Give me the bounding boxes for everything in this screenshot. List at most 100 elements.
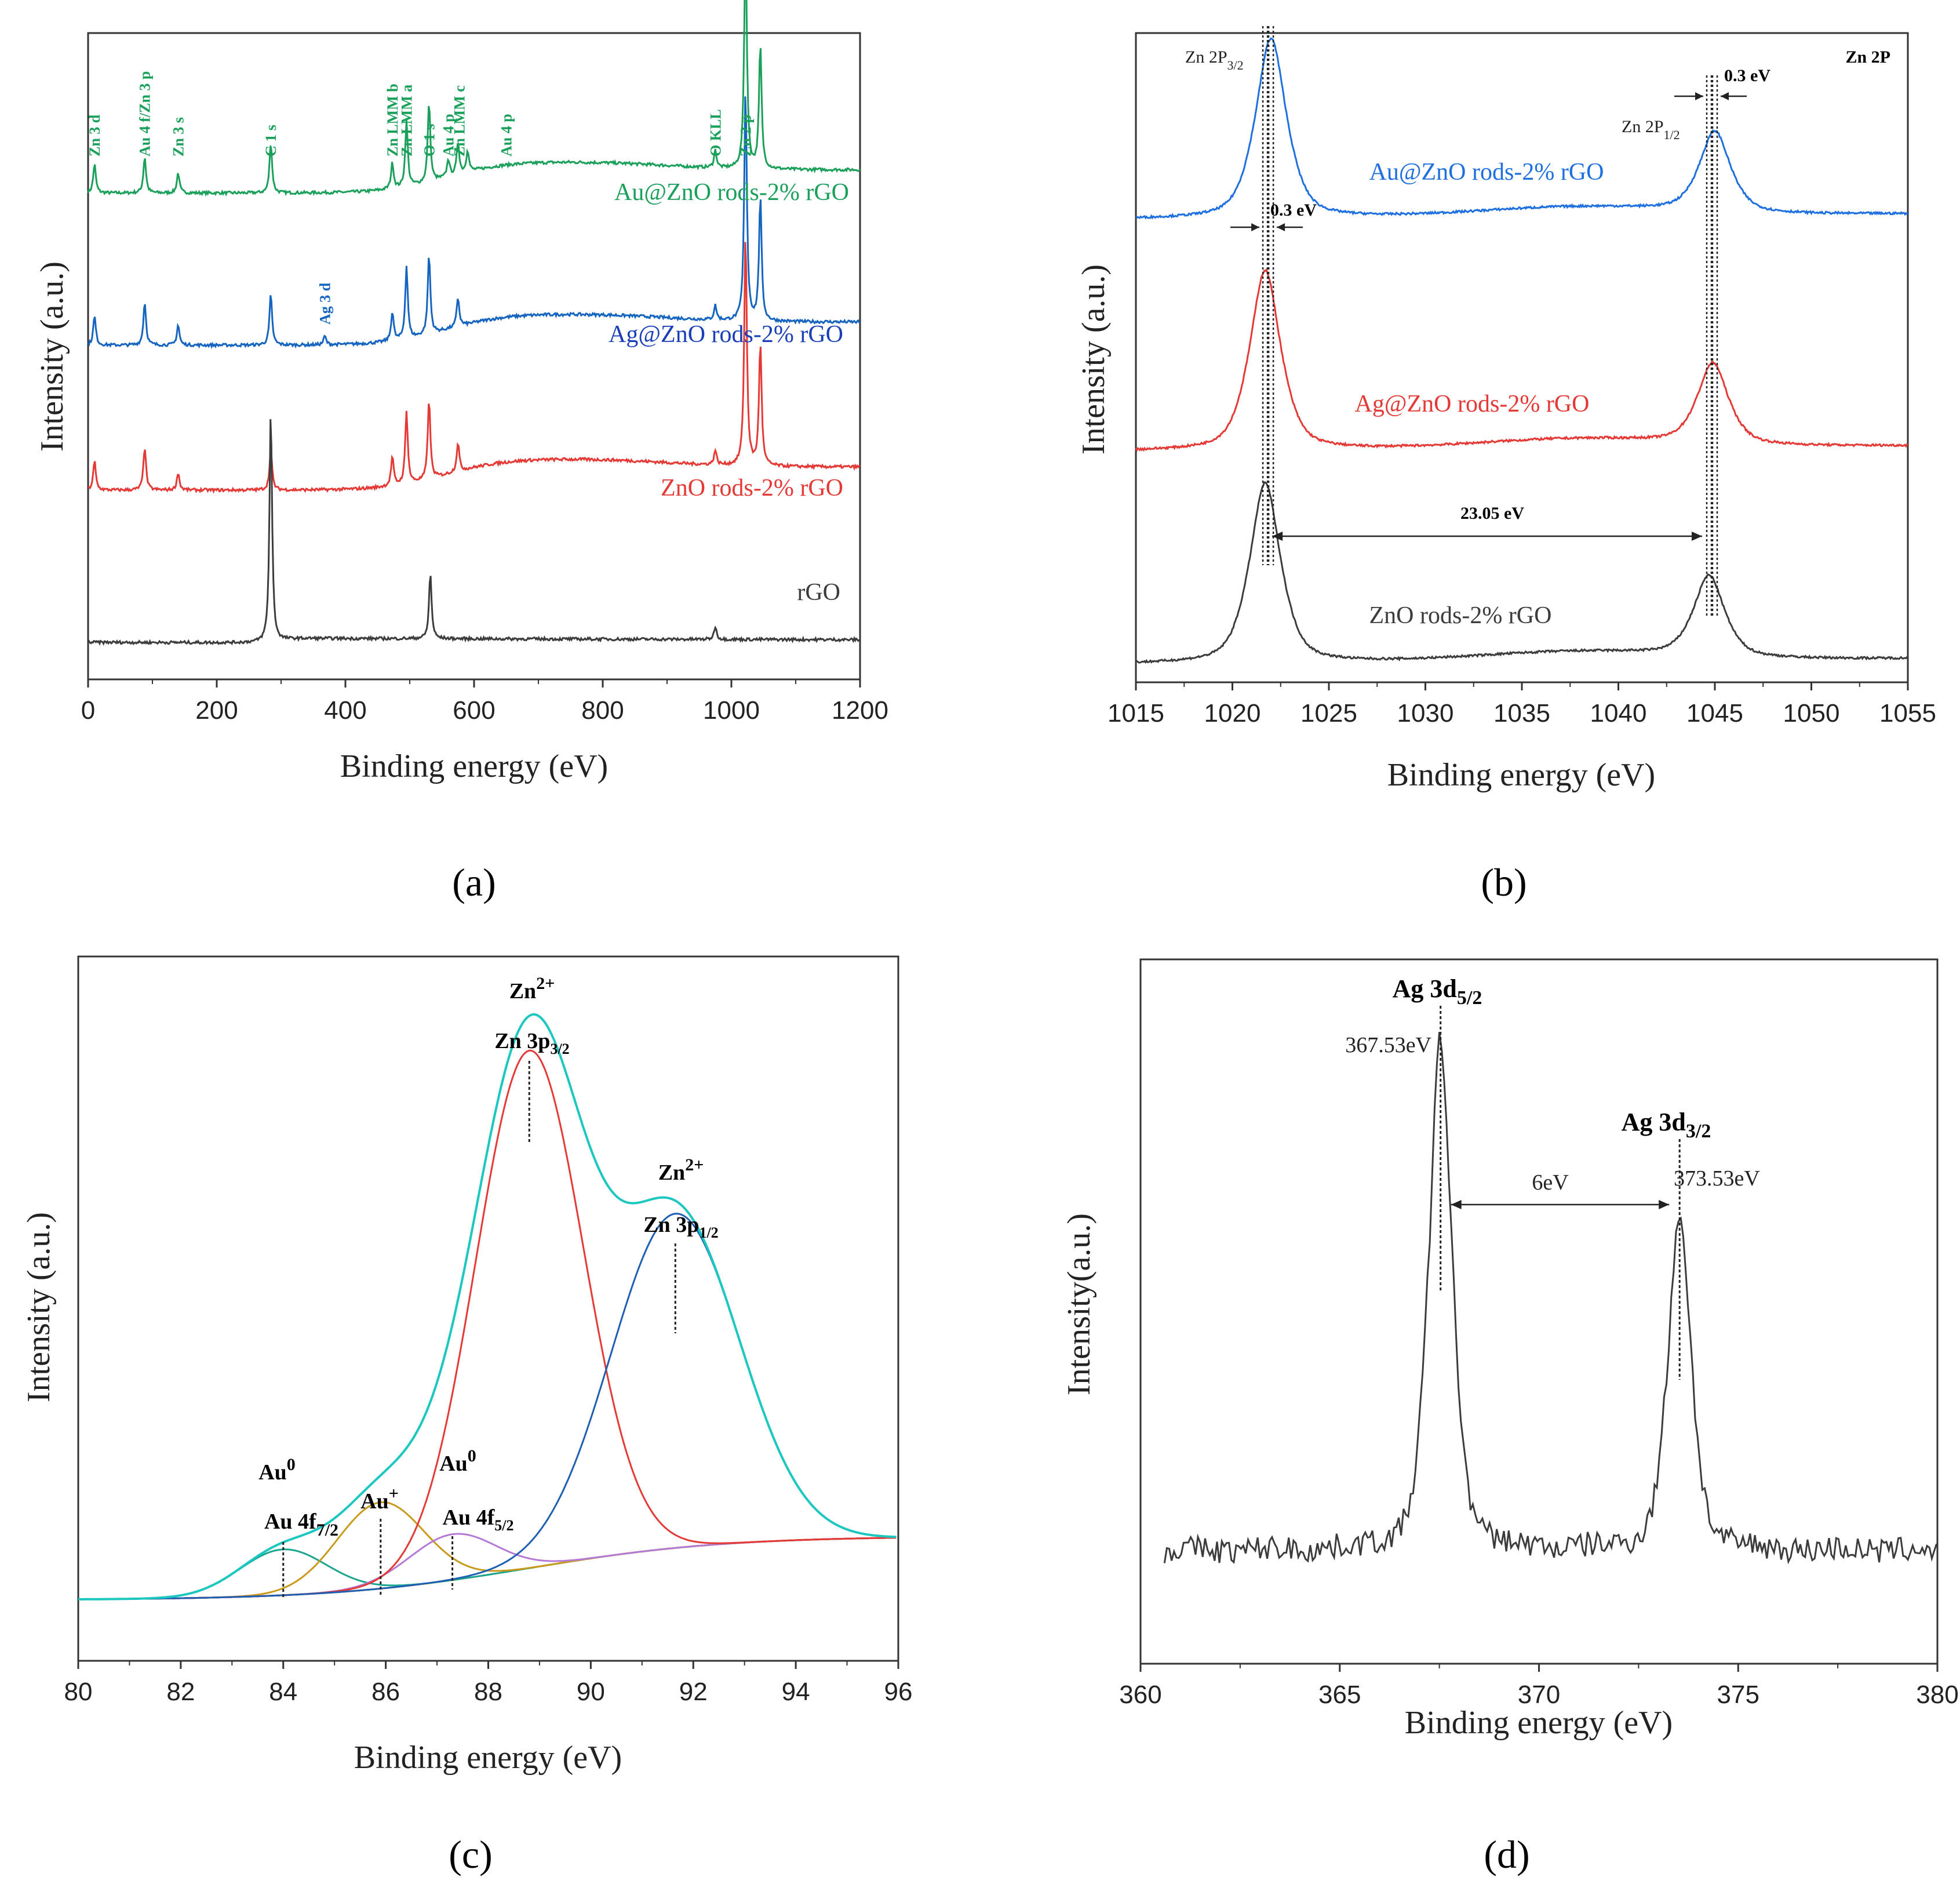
x-tick-label-d: 360 (1119, 1681, 1161, 1709)
annotation-zn3p12-main: Zn 3p (643, 1213, 699, 1237)
series-lines-b (1135, 37, 1908, 664)
x-tick-label-a: 1200 (832, 696, 888, 725)
series-line-b-1 (1135, 268, 1908, 452)
annotation-au0-2-main: Au (439, 1452, 468, 1476)
x-tick-label-b: 1035 (1493, 699, 1550, 728)
x-tick-label-a: 0 (81, 696, 95, 725)
annotation-zn3p32-sub: 3/2 (550, 1041, 569, 1057)
peak-label-a-0: Zn 3 d (86, 114, 103, 157)
x-tick-label-d: 375 (1717, 1681, 1759, 1709)
shift-arrowhead-mid-right (1277, 223, 1285, 231)
annotation-ag3d52-position: 367.53eV (1345, 1033, 1431, 1057)
annotation-au0-1: Au0 (258, 1455, 296, 1485)
annotation-ag3d52: Ag 3d5/2 (1393, 974, 1482, 1009)
x-tick-label-a: 400 (324, 696, 366, 725)
x-tick-label-b: 1045 (1686, 699, 1743, 728)
peak-label-a-1: Au 4 f/Zn 3 p (137, 71, 154, 157)
peak-label-a-9: Au 4 p (498, 114, 515, 157)
peak-label-a-6: O 1 s (421, 124, 438, 157)
annotation-ag3d52-main: Ag 3d (1393, 974, 1457, 1003)
x-tick-label-c: 84 (269, 1678, 297, 1706)
panel-label-b: (b) (1481, 860, 1527, 904)
annotation-au4f52-sub: 5/2 (494, 1517, 513, 1534)
x-axis-title-c: Binding energy (eV) (354, 1740, 622, 1776)
annotation-ag3d32-position: 373.53eV (1674, 1166, 1760, 1191)
annotation-zn2p32: Zn 2P3/2 (1185, 48, 1244, 72)
envelope-line-c (78, 1013, 897, 1601)
annotation-split-d: 6eV (1532, 1170, 1569, 1195)
annotation-au4f52: Au 4f5/2 (443, 1505, 514, 1534)
annotation-zn2plus-1: Zn2+ (509, 974, 555, 1003)
x-axis-ticks-d: 360 365 370 375 380 (1119, 1664, 1959, 1709)
peak-label-a-8: Zn LMM c (451, 85, 468, 157)
panel-label-a: (a) (452, 860, 496, 904)
series-line-b-0 (1135, 37, 1908, 220)
x-tick-label-b: 1020 (1204, 699, 1261, 728)
x-tick-label-a: 200 (195, 696, 238, 725)
x-tick-label-c: 88 (474, 1678, 502, 1706)
annotation-shift-mid: 0.3 eV (1270, 201, 1317, 220)
chart-panel-d: 360 365 370 375 380 Ag 3d5/2 367.53eV Ag 3d3… (1061, 958, 1959, 1876)
x-axis-ticks-a: 0 200 400 600 800 1000 1200 (81, 679, 888, 725)
annotation-shift-top: 0.3 eV (1724, 66, 1770, 85)
series-lines-a (87, 0, 861, 646)
annotation-au4f52-main: Au 4f (443, 1505, 496, 1530)
x-tick-label-a: 1000 (703, 696, 760, 725)
annotation-ag3d32-sub: 3/2 (1686, 1121, 1711, 1142)
x-tick-label-c: 96 (884, 1678, 913, 1706)
x-tick-label-c: 92 (679, 1678, 708, 1706)
annotation-au4f72-sub: 7/2 (316, 1521, 338, 1540)
peak-label-a-7: Au 4 p (440, 114, 457, 157)
x-tick-label-b: 1015 (1107, 699, 1164, 728)
split-arrowhead-left-d (1451, 1200, 1462, 1209)
annotation-zn2p12-main: Zn 2P (1622, 117, 1664, 136)
annotation-zn2plus-2-main: Zn (658, 1161, 685, 1185)
annotation-zn2p12: Zn 2P1/2 (1622, 117, 1680, 142)
x-tick-label-c: 82 (166, 1678, 195, 1706)
annotation-au0-1-sup: 0 (287, 1455, 296, 1474)
annotation-au4f72-main: Au 4f (264, 1510, 317, 1534)
series-line-d (1163, 1032, 1938, 1565)
plot-frame-c (77, 955, 899, 1662)
annotation-zn2plus-2: Zn2+ (658, 1155, 704, 1185)
annotation-au0-1-main: Au (258, 1460, 287, 1485)
component-lines-c (78, 1013, 897, 1601)
annotation-auplus-main: Au (360, 1489, 389, 1514)
x-tick-label-d: 365 (1318, 1681, 1361, 1709)
annotation-ag3d32-main: Ag 3d (1622, 1108, 1686, 1136)
x-axis-title-a: Binding energy (eV) (340, 748, 608, 784)
peak-label-a-12: Ag 3 d (316, 282, 333, 325)
peak-label-a-11: Zn 2 p (737, 115, 754, 157)
x-tick-label-d: 380 (1916, 1681, 1958, 1709)
peak-label-a-3: C 1 s (263, 125, 279, 157)
x-tick-label-b: 1040 (1590, 699, 1647, 728)
peak-label-a-5: Zn LMM a (398, 85, 415, 157)
series-line-a-3 (87, 419, 861, 646)
annotation-zn2plus-1-sup: 2+ (536, 974, 555, 993)
x-tick-label-d: 370 (1518, 1681, 1560, 1709)
x-tick-label-a: 800 (581, 696, 624, 725)
series-label-b-ag: Ag@ZnO rods-2% rGO (1355, 391, 1590, 417)
peak-guides-d (1440, 1006, 1681, 1380)
peak-label-a-2: Zn 3 s (170, 117, 187, 157)
annotation-zn3p12-sub: 1/2 (699, 1224, 718, 1241)
peak-guides-c (282, 1061, 676, 1597)
peak-label-a-10: O KLL (707, 109, 724, 157)
annotation-zn2plus-1-main: Zn (509, 979, 536, 1003)
x-axis-ticks-c: 80 82 84 86 88 90 92 94 96 (64, 1661, 913, 1706)
series-line-a-1 (87, 96, 860, 350)
annotation-zn2p12-sub: 1/2 (1664, 128, 1680, 142)
series-label-b-zno: ZnO rods-2% rGO (1369, 602, 1552, 629)
x-tick-label-c: 80 (64, 1678, 93, 1706)
peak-label-a-4: Zn LMM b (384, 83, 401, 157)
split-arrowhead-right-b (1692, 532, 1703, 541)
annotation-zn2p32-main: Zn 2P (1185, 48, 1227, 67)
split-arrowhead-left-b (1272, 532, 1283, 541)
annotation-zn2p32-sub: 3/2 (1227, 58, 1244, 72)
x-tick-label-c: 86 (371, 1678, 400, 1706)
annotation-zn3p32: Zn 3p3/2 (494, 1029, 569, 1057)
chart-panel-c: 80 82 84 86 88 90 92 94 96 Zn2+ Zn 3p3/2 Zn2+ Zn… (21, 955, 913, 1876)
x-axis-title-b: Binding energy (eV) (1387, 757, 1655, 793)
peak-guides-b (1230, 26, 1747, 617)
